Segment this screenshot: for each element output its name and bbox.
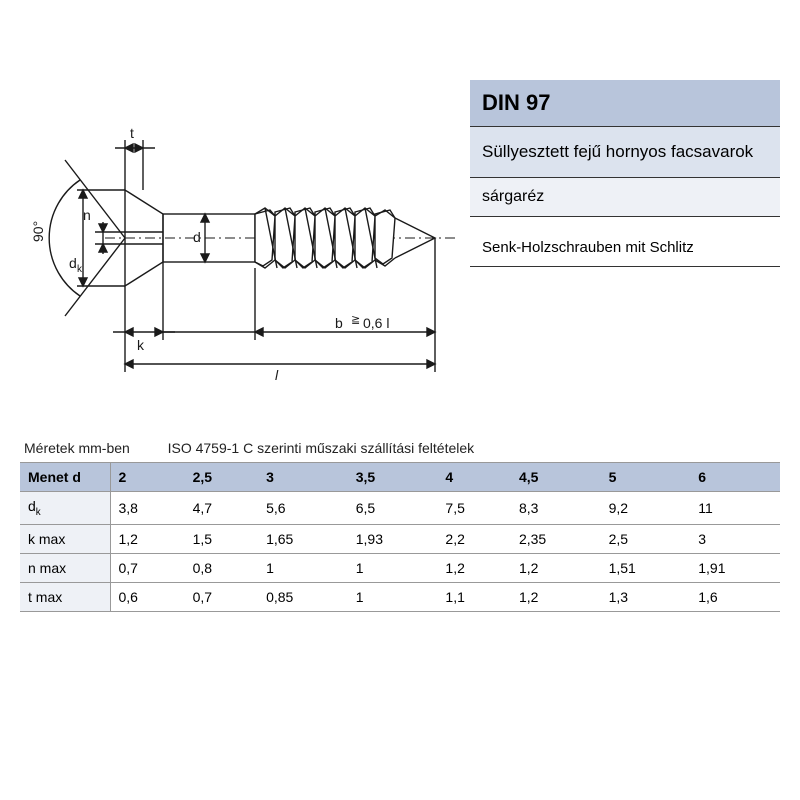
german-name: Senk-Holzschrauben mit Schlitz: [470, 217, 780, 267]
cell: 1,51: [601, 553, 691, 582]
cell: 7,5: [437, 492, 511, 525]
row-label: t max: [20, 582, 110, 611]
header-label: Menet d: [20, 463, 110, 492]
dk-label: d: [69, 255, 77, 271]
cell: 1,2: [437, 553, 511, 582]
caption: Méretek mm-ben ISO 4759-1 C szerinti műs…: [24, 440, 780, 456]
cell: 1,2: [511, 553, 601, 582]
spec-table: Menet d 2 2,5 3 3,5 4 4,5 5 6 dk3,84,75,…: [20, 462, 780, 612]
col-h: 2: [110, 463, 185, 492]
cell: 8,3: [511, 492, 601, 525]
cell: 6,5: [348, 492, 438, 525]
row-label: n max: [20, 553, 110, 582]
col-h: 5: [601, 463, 691, 492]
table-row: dk3,84,75,66,57,58,39,211: [20, 492, 780, 525]
col-h: 4,5: [511, 463, 601, 492]
col-h: 6: [690, 463, 780, 492]
cell: 1: [348, 553, 438, 582]
row-label: k max: [20, 524, 110, 553]
cell: 1,3: [601, 582, 691, 611]
k-label: k: [137, 337, 145, 353]
b-label: b: [335, 315, 343, 331]
cell: 0,6: [110, 582, 185, 611]
angle-label: 90°: [30, 221, 46, 242]
col-h: 2,5: [185, 463, 259, 492]
b-note: 0,6 l: [363, 315, 389, 331]
cell: 1: [258, 553, 348, 582]
cell: 1,6: [690, 582, 780, 611]
cell: 0,8: [185, 553, 259, 582]
product-title: Süllyesztett fejű hornyos facsavarok: [470, 127, 780, 178]
cell: 3,8: [110, 492, 185, 525]
cell: 3: [690, 524, 780, 553]
table-row: n max0,70,8111,21,21,511,91: [20, 553, 780, 582]
col-h: 4: [437, 463, 511, 492]
table-row: k max1,21,51,651,932,22,352,53: [20, 524, 780, 553]
cell: 1: [348, 582, 438, 611]
n-label: n: [83, 207, 91, 223]
standard-code: DIN 97: [470, 80, 780, 127]
t-label: t: [130, 125, 134, 141]
col-h: 3,5: [348, 463, 438, 492]
technical-drawing: 90°: [20, 40, 470, 420]
col-h: 3: [258, 463, 348, 492]
cell: 9,2: [601, 492, 691, 525]
b-gte: ≧: [351, 314, 360, 326]
cell: 2,35: [511, 524, 601, 553]
table-row: t max0,60,70,8511,11,21,31,6: [20, 582, 780, 611]
cell: 1,93: [348, 524, 438, 553]
row-label: dk: [20, 492, 110, 525]
material: sárgaréz: [470, 178, 780, 217]
iso-label: ISO 4759-1 C szerinti műszaki szállítási…: [168, 440, 475, 456]
cell: 1,2: [511, 582, 601, 611]
cell: 5,6: [258, 492, 348, 525]
cell: 1,5: [185, 524, 259, 553]
cell: 2,5: [601, 524, 691, 553]
cell: 1,1: [437, 582, 511, 611]
cell: 0,7: [185, 582, 259, 611]
cell: 2,2: [437, 524, 511, 553]
d-label: d: [193, 229, 201, 245]
table-header-row: Menet d 2 2,5 3 3,5 4 4,5 5 6: [20, 463, 780, 492]
cell: 1,2: [110, 524, 185, 553]
cell: 4,7: [185, 492, 259, 525]
cell: 0,85: [258, 582, 348, 611]
units-label: Méretek mm-ben: [24, 440, 130, 456]
cell: 0,7: [110, 553, 185, 582]
cell: 1,65: [258, 524, 348, 553]
info-panel: DIN 97 Süllyesztett fejű hornyos facsava…: [470, 40, 780, 420]
cell: 1,91: [690, 553, 780, 582]
dk-sub: k: [77, 264, 83, 275]
cell: 11: [690, 492, 780, 525]
l-label: l: [275, 367, 279, 383]
screw-diagram: 90°: [20, 40, 470, 420]
